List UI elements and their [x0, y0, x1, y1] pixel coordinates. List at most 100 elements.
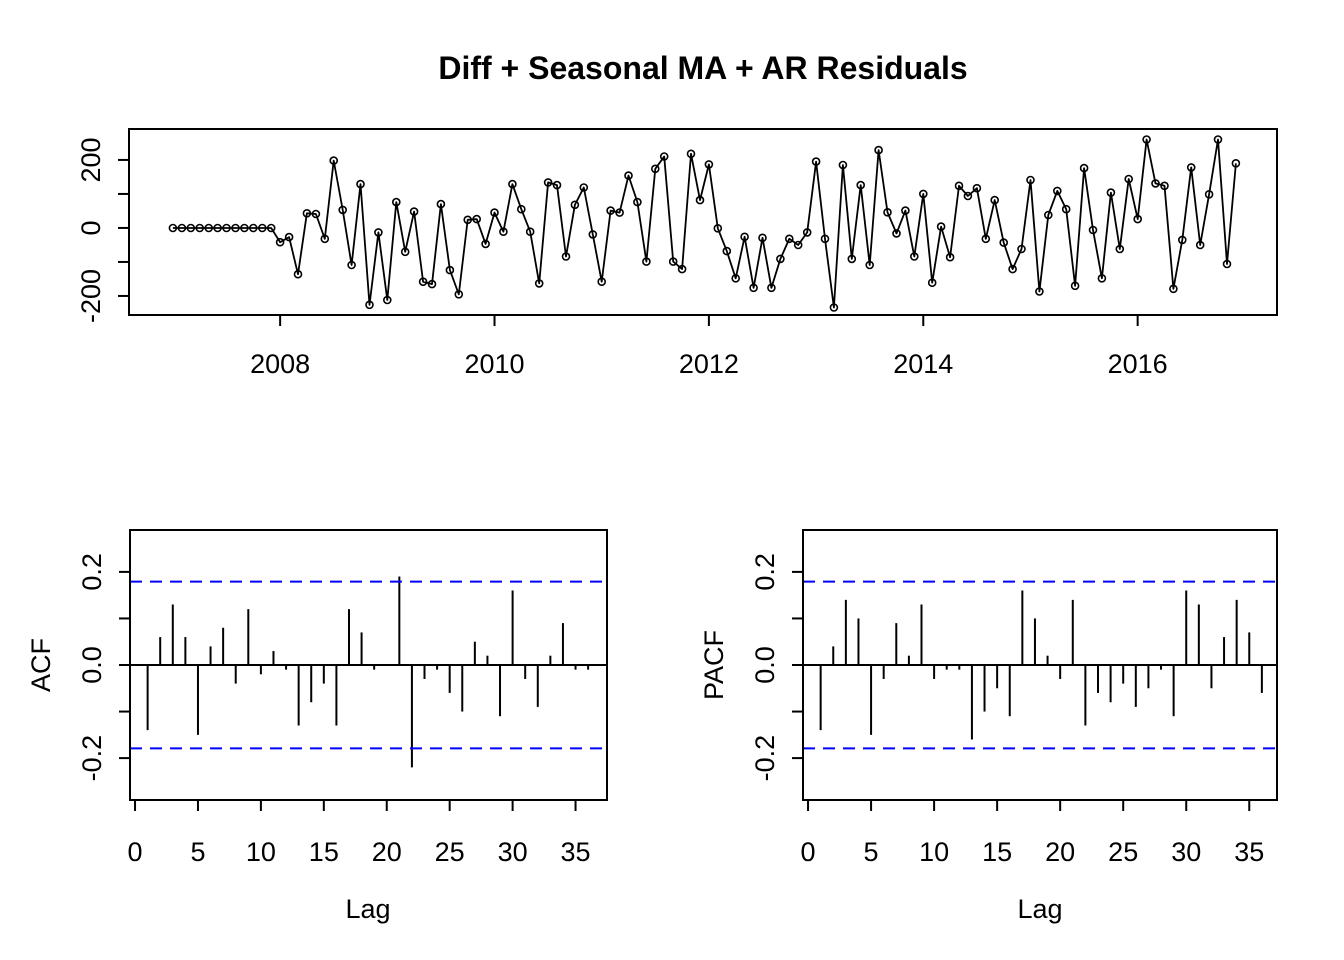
x-tick-label: 35 [561, 837, 591, 867]
figure-title: Diff + Seasonal MA + AR Residuals [438, 50, 967, 86]
y-tick-label: 200 [76, 137, 106, 182]
data-point [1204, 190, 1214, 199]
data-point [856, 180, 866, 190]
x-tick-label: 2016 [1108, 349, 1168, 379]
y-tick-label: 0.0 [77, 646, 107, 684]
x-tick-label: 0 [801, 837, 816, 867]
data-point [1178, 235, 1187, 245]
data-point [749, 283, 758, 293]
data-point [901, 206, 910, 215]
data-point [606, 206, 615, 215]
y-tick-label: 0.0 [750, 646, 780, 684]
x-tick-label: 2008 [250, 349, 310, 379]
data-point [793, 240, 803, 250]
data-point [195, 223, 204, 233]
data-point [1231, 159, 1241, 168]
data-point [990, 195, 1000, 205]
data-point [418, 277, 428, 287]
x-tick-label: 5 [190, 837, 205, 867]
data-point [365, 300, 374, 310]
x-tick-label: 30 [1171, 837, 1201, 867]
data-point [892, 229, 901, 238]
x-tick-label: 2012 [679, 349, 739, 379]
data-point [624, 171, 633, 180]
data-point [642, 257, 651, 266]
data-point [668, 257, 678, 266]
data-point [490, 208, 499, 217]
data-point [847, 254, 857, 264]
data-point [963, 191, 973, 201]
pacf-x-axis-label: Lag [1017, 894, 1062, 924]
pacf-plot: 0 5 10 15 20 25 30 35 -0.2 0.0 0.2 [750, 529, 1278, 867]
data-point [936, 222, 946, 231]
data-point [391, 197, 401, 207]
data-point [168, 223, 178, 233]
data-point [802, 228, 812, 237]
x-tick-label: 0 [128, 837, 143, 867]
data-point [579, 183, 589, 192]
data-point [1079, 163, 1089, 173]
data-point [481, 239, 490, 249]
data-point [1186, 163, 1196, 172]
x-tick-label: 10 [919, 837, 949, 867]
data-point [222, 223, 231, 233]
data-point [240, 223, 249, 233]
x-tick-label: 25 [435, 837, 465, 867]
data-point [552, 180, 562, 190]
data-point [945, 252, 955, 262]
x-tick-label: 15 [309, 837, 339, 867]
x-tick-label: 30 [498, 837, 528, 867]
data-point [1026, 175, 1035, 185]
data-point [972, 183, 982, 193]
x-tick-label: 25 [1108, 837, 1138, 867]
data-point [257, 223, 267, 233]
data-point [704, 160, 714, 169]
data-point [731, 273, 741, 283]
data-point [1115, 244, 1125, 254]
data-point [954, 181, 964, 191]
data-point [320, 234, 330, 244]
data-point [767, 283, 776, 293]
data-point [561, 252, 571, 261]
data-point [1106, 188, 1116, 197]
data-point [454, 289, 464, 299]
data-point [1035, 287, 1044, 296]
data-point [508, 179, 517, 189]
x-tick-label: 5 [864, 837, 879, 867]
data-point [713, 224, 723, 233]
data-point [1160, 181, 1169, 191]
data-point [338, 205, 348, 215]
data-point [874, 145, 883, 155]
data-point [374, 228, 383, 237]
data-point [1017, 244, 1026, 254]
data-point [400, 247, 410, 257]
data-point [695, 195, 705, 205]
data-point [436, 199, 446, 209]
data-point [543, 178, 553, 187]
data-point [204, 223, 213, 233]
residuals-plot: 2008 2010 2012 2014 2016 -200 0 200 [76, 128, 1278, 379]
data-point [409, 207, 419, 216]
data-point [1070, 281, 1080, 291]
x-tick-label: 15 [982, 837, 1012, 867]
data-point [650, 164, 660, 174]
data-point [382, 295, 392, 305]
data-point [1088, 225, 1098, 235]
y-tick-label: -0.2 [750, 735, 780, 782]
acf-x-axis-label: Lag [345, 894, 390, 924]
data-point [758, 233, 767, 243]
x-tick-label: 20 [1045, 837, 1075, 867]
data-point [1169, 284, 1178, 294]
data-point [213, 223, 222, 233]
data-point [677, 264, 687, 274]
data-point [445, 265, 455, 275]
data-point [784, 234, 794, 244]
data-point [811, 157, 821, 166]
x-tick-label: 10 [246, 837, 276, 867]
data-point [534, 279, 544, 288]
data-point [838, 160, 848, 170]
y-tick-label: -200 [76, 269, 106, 323]
data-point [588, 230, 598, 239]
